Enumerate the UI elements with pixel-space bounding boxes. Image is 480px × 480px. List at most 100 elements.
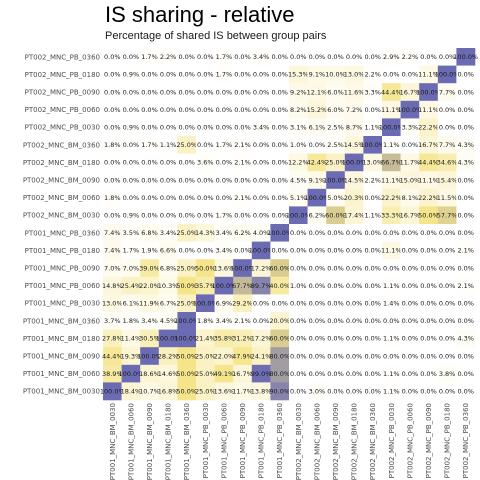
- heatmap-cell: [214, 48, 234, 66]
- x-tick-label: PT002_MNC_PB_0030: [388, 403, 396, 478]
- heatmap-cell: [382, 312, 401, 330]
- cell-label: 10.0%: [325, 71, 346, 79]
- cell-label: 0.0%: [346, 300, 363, 308]
- cell-label: 0.0%: [439, 124, 456, 132]
- cell-label: 0.0%: [327, 229, 344, 237]
- cell-label: 38.9%: [102, 370, 123, 378]
- heatmap-cell: [158, 118, 178, 137]
- heatmap-cell: [196, 241, 215, 260]
- heatmap-cell: [103, 136, 122, 154]
- x-tick-label: PT001_MNC_BM_0060: [127, 403, 135, 480]
- cell-label: 34.6%: [437, 159, 458, 167]
- heatmap-cell: [382, 153, 401, 172]
- cell-label: 0.0%: [197, 194, 214, 202]
- heatmap-cell: [270, 100, 290, 119]
- heatmap-cell: [140, 65, 160, 84]
- cell-label: 0.0%: [271, 106, 288, 114]
- cell-label: 4.5%: [290, 176, 307, 184]
- heatmap-cell: [419, 136, 439, 154]
- cell-label: 10.3%: [158, 282, 179, 290]
- cell-label: 2.1%: [234, 194, 251, 202]
- cell-label: 22.2%: [381, 194, 402, 202]
- heatmap-cell: [400, 364, 420, 383]
- cell-label: 6.2%: [234, 229, 251, 237]
- cell-label: 0.0%: [402, 247, 419, 255]
- cell-label: 0.0%: [309, 141, 326, 149]
- heatmap-cell: [326, 48, 346, 66]
- cell-label: 0.0%: [439, 264, 456, 272]
- cell-label: 0.0%: [327, 352, 344, 360]
- cell-label: 25.0%: [325, 159, 346, 167]
- heatmap-cell: [233, 224, 253, 242]
- heatmap-cell: [196, 224, 215, 242]
- cell-label: 0.0%: [346, 264, 363, 272]
- cell-label: 4.3%: [457, 159, 474, 167]
- heatmap-cell: [437, 276, 457, 295]
- cell-label: 0.0%: [364, 300, 381, 308]
- heatmap-cell: [233, 241, 253, 260]
- cell-label: 25.0%: [176, 300, 197, 308]
- cell-label: 0.0%: [364, 282, 381, 290]
- cell-label: 0.0%: [216, 88, 233, 96]
- heatmap-cell: [419, 48, 439, 66]
- heatmap-cell: [270, 312, 290, 330]
- heatmap-cell: [214, 382, 234, 401]
- cell-label: 0.0%: [271, 124, 288, 132]
- heatmap-cell: [326, 259, 346, 278]
- cell-label: 0.0%: [439, 106, 456, 114]
- cell-label: 19.3%: [121, 352, 142, 360]
- heatmap-cell: [196, 312, 215, 330]
- heatmap-cell: [121, 364, 141, 383]
- heatmap-cell: [121, 259, 141, 278]
- cell-label: 0.0%: [271, 88, 288, 96]
- heatmap-cell: [419, 65, 439, 84]
- cell-label: 0.0%: [402, 264, 419, 272]
- cell-label: 1.9%: [141, 247, 158, 255]
- cell-label: 1.0%: [290, 282, 307, 290]
- cell-label: 11.1%: [381, 106, 402, 114]
- y-tick-label: PT001_MNC_BM_0090: [23, 353, 100, 361]
- cell-label: 4.5%: [160, 317, 177, 325]
- cell-label: 0.0%: [457, 388, 474, 396]
- heatmap-cell: [307, 171, 327, 190]
- heatmap-cell: [307, 100, 327, 119]
- heatmap-cell: [140, 136, 160, 154]
- cell-label: 12.2%: [288, 159, 309, 167]
- cell-label: 0.0%: [346, 370, 363, 378]
- heatmap-cell: [437, 83, 457, 102]
- heatmap-cell: [103, 224, 122, 242]
- heatmap-cell: [344, 224, 364, 242]
- heatmap-cell: [177, 224, 197, 242]
- cell-label: 0.0%: [104, 212, 121, 220]
- cell-label: 0.0%: [420, 388, 437, 396]
- heatmap-cell: [270, 65, 290, 84]
- heatmap-cell: [400, 83, 420, 102]
- heatmap-cell: [140, 276, 160, 295]
- x-tick-label: PT002_MNC_BM_0360: [369, 403, 377, 480]
- heatmap-cell: [196, 48, 215, 66]
- cell-label: 0.0%: [271, 53, 288, 61]
- cell-label: 0.0%: [253, 159, 270, 167]
- heatmap-cell: [363, 224, 383, 242]
- x-tick-label: PT001_MNC_BM_0030: [109, 403, 117, 480]
- cell-label: 1.4%: [383, 300, 400, 308]
- heatmap-cell: [158, 224, 178, 242]
- cell-label: 0.0%: [420, 317, 437, 325]
- heatmap-cell: [344, 241, 364, 260]
- cell-label: 3.4%: [216, 229, 233, 237]
- cell-label: 1.0%: [290, 141, 307, 149]
- heatmap-cell: [214, 294, 234, 313]
- cell-label: 30.5%: [139, 335, 160, 343]
- heatmap-cell: [289, 294, 308, 313]
- cell-label: 0.0%: [253, 212, 270, 220]
- cell-label: 0.0%: [402, 388, 419, 396]
- heatmap-cell: [419, 118, 439, 137]
- heatmap-cell: [270, 294, 290, 313]
- cell-label: 0.0%: [160, 106, 177, 114]
- cell-label: 0.0%: [160, 194, 177, 202]
- heatmap-cell: [419, 329, 439, 348]
- heatmap-cell: [251, 312, 271, 330]
- cell-label: 0.0%: [141, 194, 158, 202]
- cell-label: 6.0%: [327, 106, 344, 114]
- cell-label: 2.1%: [234, 159, 251, 167]
